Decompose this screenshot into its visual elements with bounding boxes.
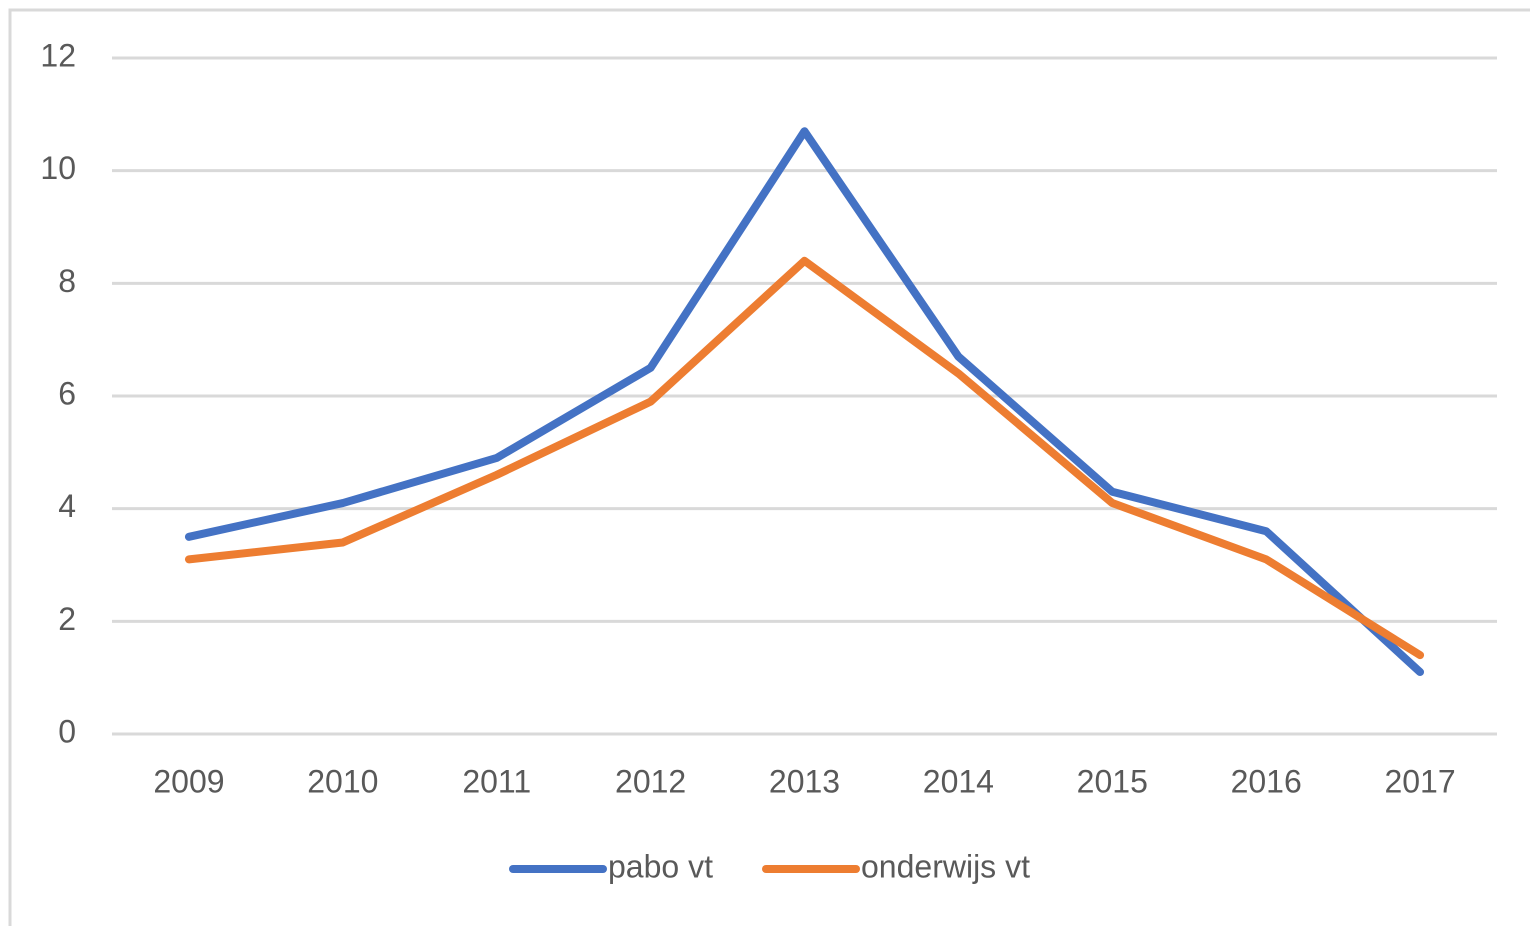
- x-tick-label: 2013: [769, 763, 840, 799]
- data-line: [184, 127, 1425, 677]
- x-tick-label: 2009: [153, 763, 224, 799]
- x-tick-label: 2010: [307, 763, 378, 799]
- chart-border: [8, 8, 1530, 926]
- legend-label: onderwijs vt: [861, 848, 1030, 884]
- legend-label: pabo vt: [608, 848, 713, 884]
- y-tick-label: 6: [58, 375, 76, 411]
- y-tick-label: 8: [58, 263, 76, 299]
- y-tick-label: 0: [58, 713, 76, 749]
- x-tick-label: 2012: [615, 763, 686, 799]
- y-tick-label: 2: [58, 601, 76, 637]
- y-tick-label: 4: [58, 488, 76, 524]
- data-line: [184, 256, 1425, 660]
- x-tick-label: 2011: [462, 763, 531, 799]
- y-tick-label: 12: [40, 37, 76, 73]
- x-tick-label: 2014: [923, 763, 994, 799]
- x-tick-label: 2016: [1231, 763, 1302, 799]
- x-tick-label: 2017: [1384, 763, 1455, 799]
- x-tick-label: 2015: [1077, 763, 1148, 799]
- y-tick-label: 10: [40, 150, 76, 186]
